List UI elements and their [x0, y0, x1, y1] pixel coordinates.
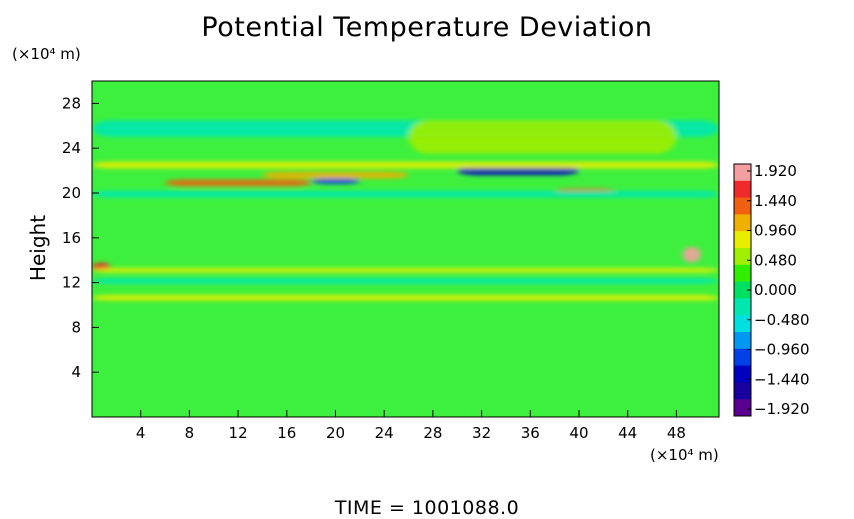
- colorbar-label: 1.920: [754, 162, 797, 180]
- colorbar-swatch: [734, 382, 751, 400]
- colorbar-swatch: [734, 332, 751, 350]
- y-tick-label: 8: [71, 318, 81, 336]
- field-feature-11: [92, 268, 719, 273]
- colorbar-swatch: [734, 264, 751, 283]
- x-tick-label: 12: [229, 424, 248, 442]
- field-feature-8: [92, 190, 719, 198]
- field-feature-9: [682, 246, 701, 263]
- field-feature-1: [408, 120, 677, 154]
- x-tick-label: 4: [136, 424, 146, 442]
- time-annotation: TIME = 1001088.0: [334, 497, 520, 519]
- colorbar-label: 0.480: [754, 251, 797, 269]
- plot-frame: [91, 80, 720, 418]
- colorbar-label: −1.920: [754, 400, 810, 418]
- field-feature-12: [92, 278, 719, 284]
- x-tick-label: 28: [423, 424, 442, 442]
- colorbar-swatch: [734, 281, 751, 299]
- colorbar-swatch: [734, 248, 751, 266]
- chart-title: Potential Temperature Deviation: [201, 12, 653, 43]
- field-feature-13: [92, 294, 719, 301]
- x-tick-label: 44: [618, 424, 637, 442]
- colorbar-swatch: [734, 348, 751, 367]
- colorbar-swatch: [734, 197, 751, 215]
- x-tick-label: 40: [569, 424, 588, 442]
- colorbar-label: −0.480: [754, 311, 810, 329]
- colorbar-swatch: [734, 180, 751, 199]
- colorbar-swatch: [734, 298, 751, 316]
- x-tick-label: 8: [185, 424, 195, 442]
- field-feature-3: [262, 171, 409, 179]
- x-axis-unit: (×10⁴ m): [650, 446, 719, 464]
- x-tick-label: 16: [277, 424, 296, 442]
- colorbar-swatch: [734, 365, 751, 383]
- colorbar: 1.920 1.440 0.960 0.480 0.000 −0.480 −0.960 −1.…: [733, 162, 810, 418]
- y-tick-label: 28: [62, 94, 81, 112]
- field-feature-7: [92, 161, 719, 169]
- y-axis-unit: (×10⁴ m): [12, 45, 81, 63]
- colorbar-swatch: [734, 164, 751, 182]
- x-tick-label: 36: [521, 424, 540, 442]
- y-tick-label: 12: [62, 274, 81, 292]
- colorbar-label: −1.440: [754, 370, 810, 388]
- x-tick-label: 24: [375, 424, 394, 442]
- colorbar-swatch: [734, 315, 751, 333]
- colorbar-swatch: [734, 231, 751, 249]
- colorbar-swatch: [734, 214, 751, 232]
- field-feature-4: [311, 178, 360, 185]
- plot-area: [92, 81, 719, 417]
- colorbar-swatch: [734, 399, 751, 417]
- colorbar-label: −0.960: [754, 341, 810, 359]
- x-tick-label: 48: [667, 424, 686, 442]
- y-tick-label: 20: [62, 184, 81, 202]
- x-tick-label: 20: [326, 424, 345, 442]
- x-tick-label: 32: [472, 424, 491, 442]
- colorbar-label: 0.960: [754, 222, 797, 240]
- y-tick-label: 24: [62, 139, 81, 157]
- colorbar-label: 1.440: [754, 192, 797, 210]
- y-tick-label: 4: [71, 363, 81, 381]
- field-feature-2: [165, 179, 312, 187]
- y-tick-label: 16: [62, 229, 81, 247]
- colorbar-label: 0.000: [754, 281, 797, 299]
